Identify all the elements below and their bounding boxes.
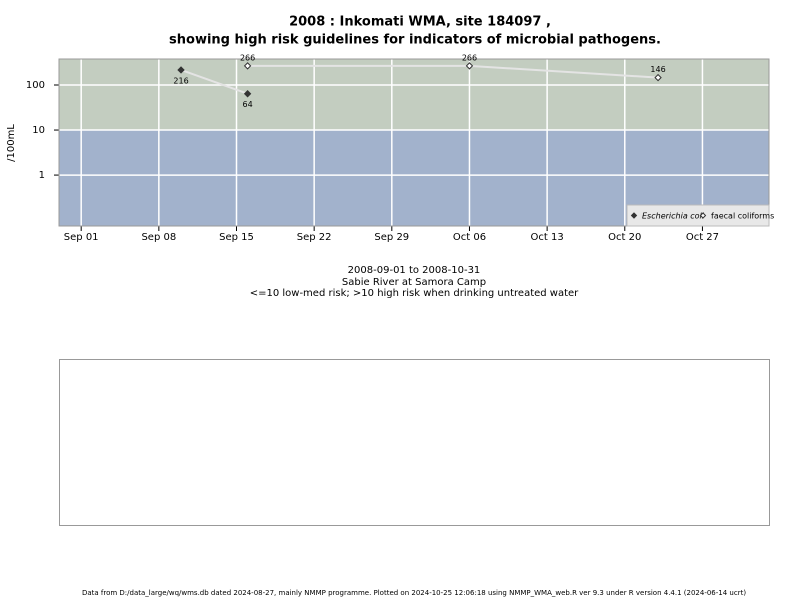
plot-frame [58, 58, 770, 227]
legend-marker [699, 212, 707, 219]
y-tick-label: 1 [39, 170, 45, 181]
data-point [243, 90, 252, 98]
data-label: 266 [462, 53, 477, 62]
data-label: 64 [243, 100, 253, 109]
legend: Escherichia coli faecal coliforms [626, 204, 774, 227]
x-tick-label: Sep 29 [374, 232, 409, 243]
data-label: 266 [240, 53, 255, 62]
caption: <=10 low-med risk; >10 high risk when dr… [250, 288, 579, 299]
legend-label: Escherichia coli [642, 212, 705, 221]
series-line [180, 69, 248, 95]
y-tick-label: 10 [32, 125, 45, 136]
x-tick-label: Oct 06 [453, 232, 486, 243]
legend-marker [630, 212, 638, 219]
data-point [654, 73, 662, 82]
caption: Sabie River at Samora Camp [342, 277, 486, 288]
y-axis-label: /100mL [6, 124, 17, 162]
x-tick-label: Oct 13 [531, 232, 564, 243]
y-tick-label: 100 [26, 80, 45, 91]
x-tick-label: Sep 15 [219, 232, 254, 243]
chart-subtitle: showing high risk guidelines for indicat… [169, 33, 661, 48]
data-point [243, 62, 252, 70]
data-label: 146 [650, 65, 665, 74]
empty-panel [59, 359, 770, 526]
legend-label: faecal coliforms [711, 212, 774, 221]
footer: Data from D:/data_large/wq/wms.db dated … [82, 589, 746, 597]
caption: 2008-09-01 to 2008-10-31 [348, 265, 481, 276]
high-risk-band [59, 59, 769, 131]
data-point [177, 66, 185, 74]
x-tick-label: Sep 08 [141, 232, 176, 243]
chart-title: 2008 : Inkomati WMA, site 184097 , [289, 15, 551, 30]
data-point [465, 62, 474, 70]
x-tick-label: Sep 22 [297, 232, 332, 243]
data-label: 216 [173, 76, 188, 85]
legend-box [626, 204, 770, 227]
x-tick-label: Oct 20 [608, 232, 641, 243]
x-tick-label: Sep 01 [64, 232, 99, 243]
x-tick-label: Oct 27 [686, 232, 719, 243]
